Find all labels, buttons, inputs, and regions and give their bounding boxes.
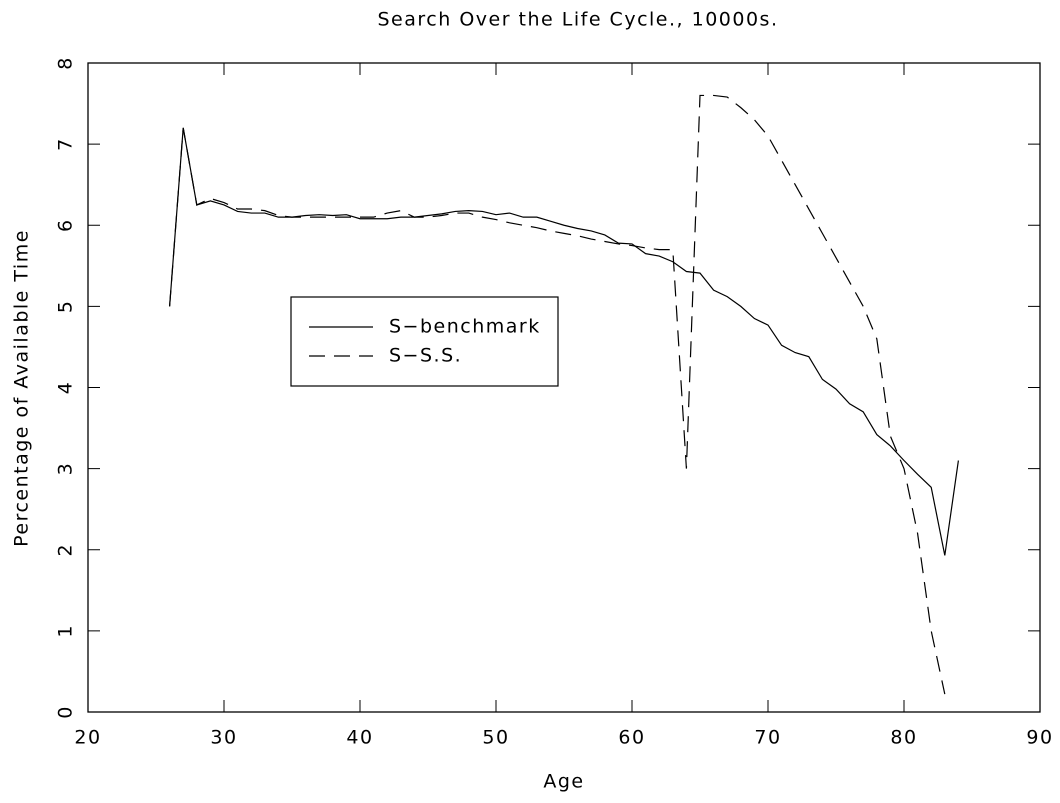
series-line xyxy=(169,127,959,556)
legend-label: S−S.S. xyxy=(389,345,462,367)
x-tick-label: 30 xyxy=(210,727,237,749)
y-tick-label: 8 xyxy=(55,56,77,70)
x-axis-label: Age xyxy=(543,771,584,793)
legend-box xyxy=(290,296,559,387)
y-tick-label: 0 xyxy=(55,705,77,719)
y-tick-label: 1 xyxy=(55,624,77,638)
x-tick-label: 70 xyxy=(754,727,781,749)
plot-frame xyxy=(87,62,1041,713)
legend-label: S−benchmark xyxy=(389,316,541,338)
y-tick-label: 6 xyxy=(55,218,77,232)
x-tick-label: 50 xyxy=(482,727,509,749)
y-tick-label: 5 xyxy=(55,300,77,314)
y-tick-label: 3 xyxy=(55,462,77,476)
y-axis-label: Percentage of Available Time xyxy=(11,229,33,547)
x-tick-label: 20 xyxy=(74,727,101,749)
x-tick-label: 90 xyxy=(1026,727,1053,749)
y-tick-label: 2 xyxy=(55,543,77,557)
x-tick-label: 80 xyxy=(890,727,917,749)
x-tick-label: 40 xyxy=(346,727,373,749)
x-tick-label: 60 xyxy=(618,727,645,749)
legend: S−benchmark S−S.S. xyxy=(290,296,559,387)
y-tick-label: 7 xyxy=(55,137,77,151)
series-line xyxy=(169,94,946,695)
chart-title: Search Over the Life Cycle., 10000s. xyxy=(378,9,779,31)
y-tick-label: 4 xyxy=(55,381,77,395)
